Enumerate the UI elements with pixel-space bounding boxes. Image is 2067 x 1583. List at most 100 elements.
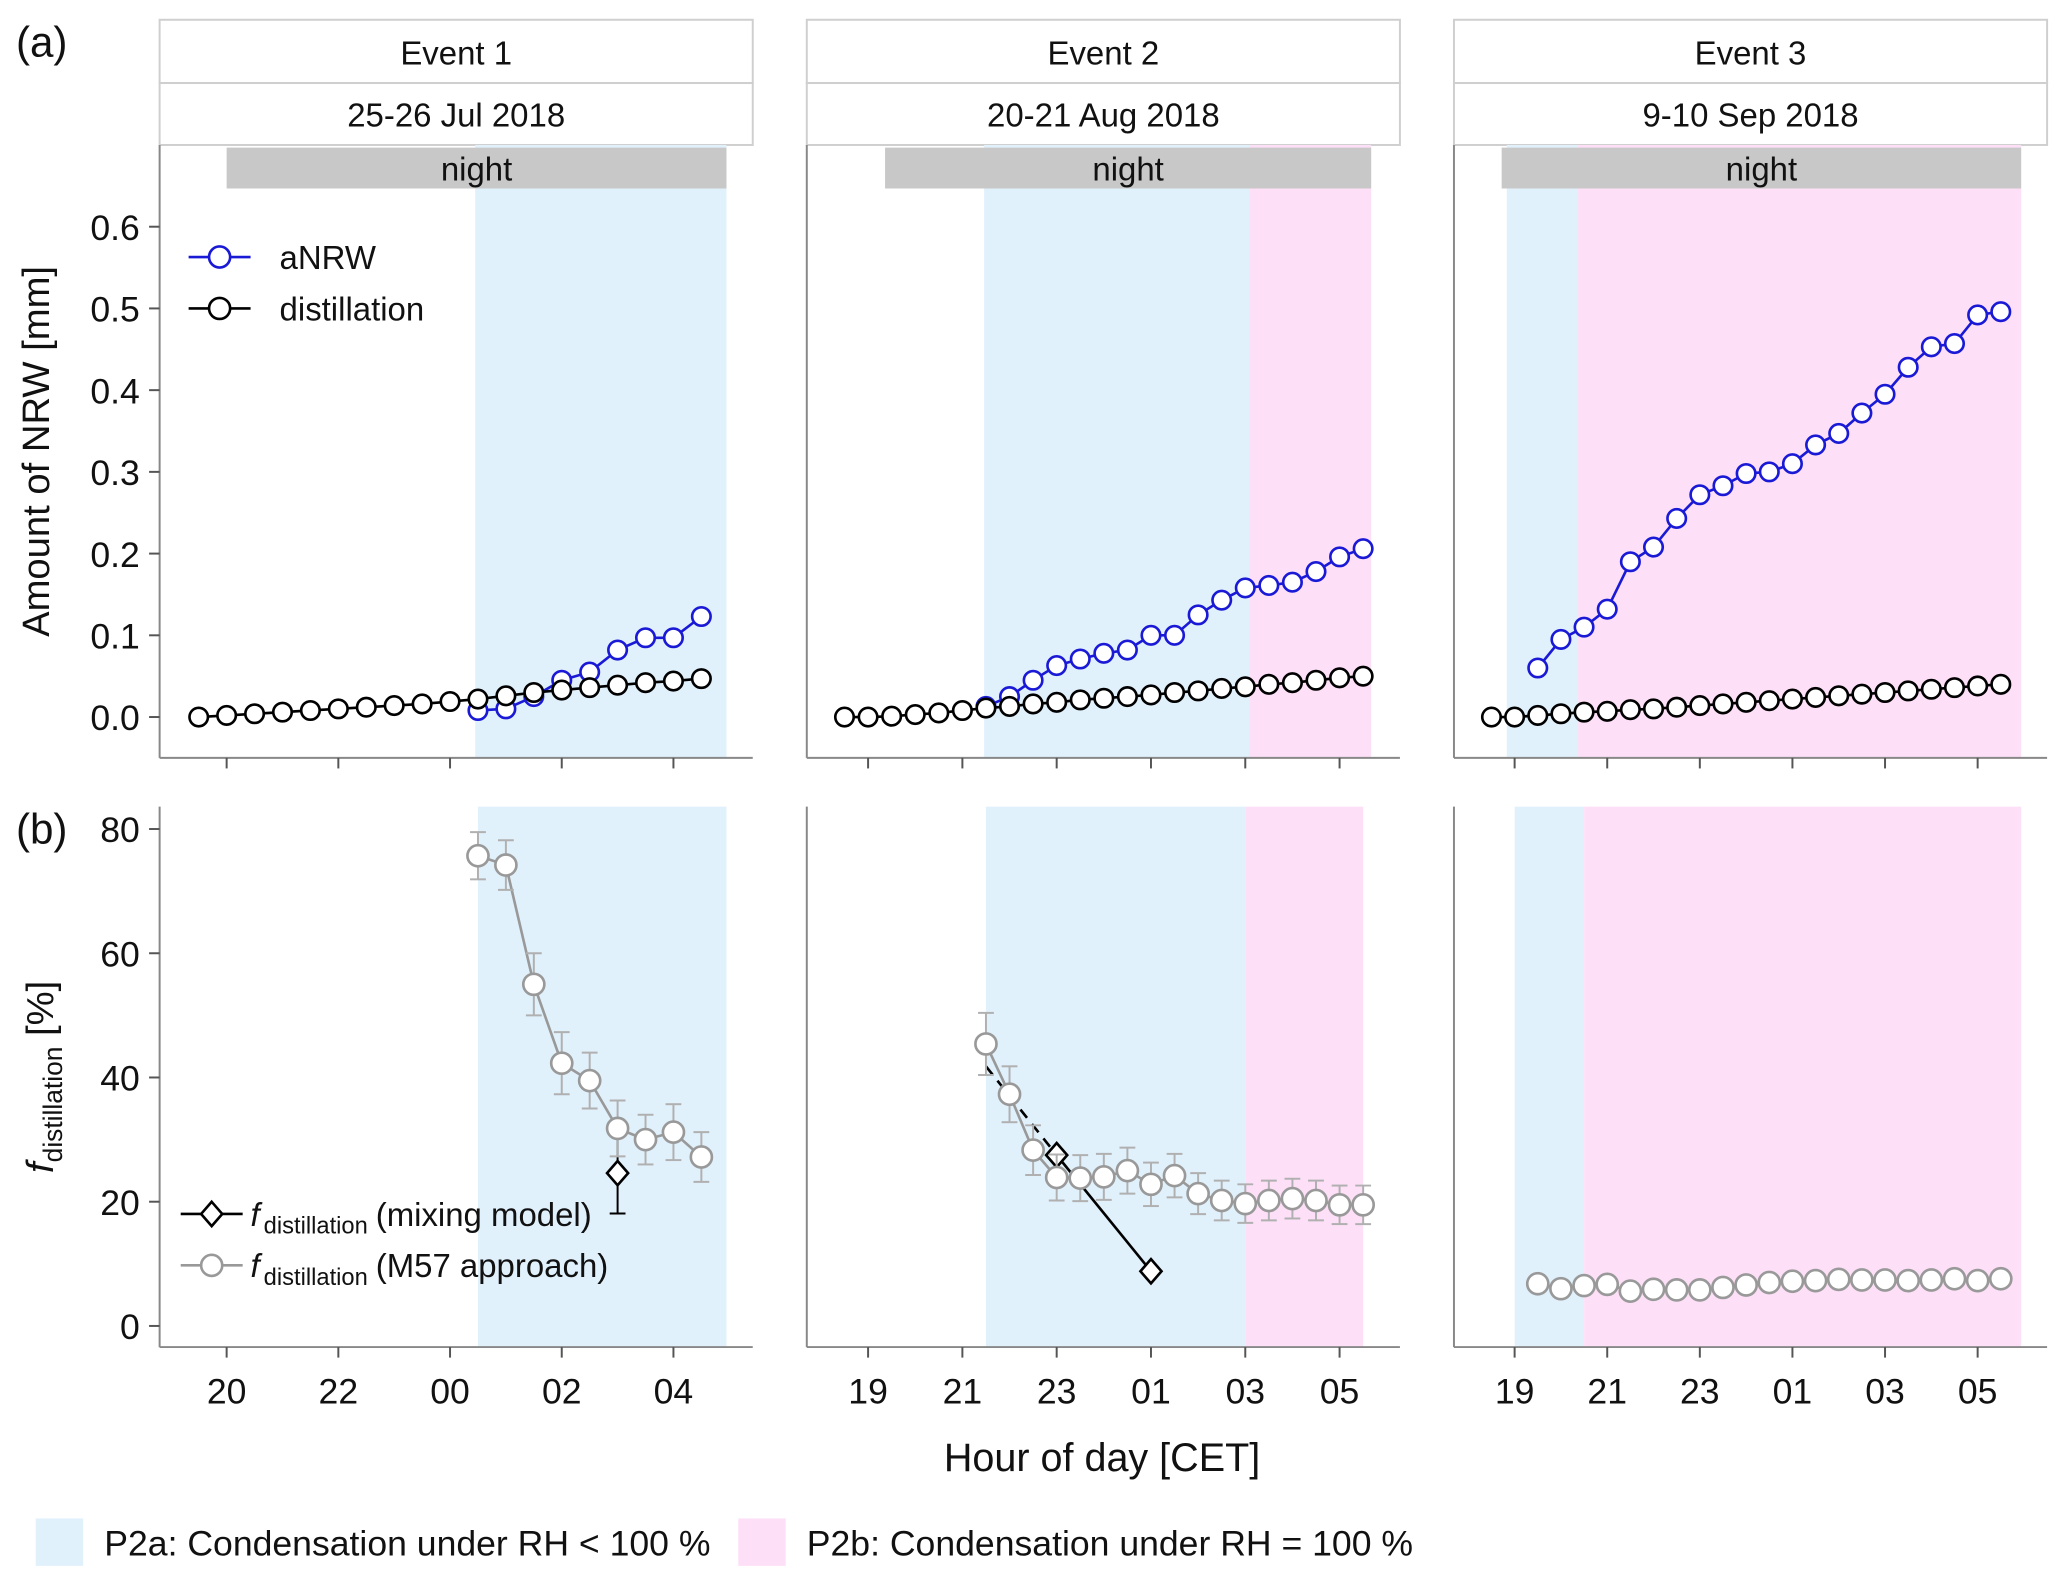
marker	[1256, 1188, 1281, 1213]
marker	[1757, 1270, 1782, 1295]
marker	[1304, 1188, 1328, 1213]
marker	[327, 698, 349, 720]
marker	[1920, 678, 1942, 700]
marker	[633, 1127, 658, 1152]
y-axis-title: fdistillation [%]	[19, 981, 68, 1173]
marker	[1211, 589, 1233, 611]
marker	[1828, 422, 1850, 445]
legend-swatch	[35, 1518, 84, 1566]
legend-name: (M57 approach)	[376, 1247, 609, 1284]
marker	[1805, 686, 1827, 708]
marker	[1352, 538, 1374, 560]
marker	[1803, 1268, 1828, 1293]
marker	[188, 706, 210, 728]
marker	[1115, 1158, 1140, 1183]
night-label: night	[1092, 151, 1163, 188]
marker	[1874, 383, 1896, 405]
night-label: night	[1726, 151, 1797, 188]
marker	[1093, 687, 1115, 709]
marker	[495, 685, 517, 707]
marker	[997, 1082, 1022, 1107]
marker	[881, 705, 903, 727]
event-title: Event 2	[1048, 35, 1160, 72]
event-title: Event 3	[1695, 35, 1807, 72]
marker	[1116, 686, 1138, 708]
marker	[1069, 648, 1091, 670]
marker	[1596, 700, 1618, 722]
legend-subscript: distillation	[264, 1214, 368, 1240]
marker	[1873, 1268, 1897, 1292]
marker	[1642, 698, 1665, 720]
legend-name: aNRW	[280, 239, 376, 276]
marker	[1689, 484, 1711, 506]
legend-symbol: f	[251, 1196, 263, 1233]
date-title: 20-21 Aug 2018	[987, 97, 1220, 134]
marker	[1619, 551, 1641, 573]
x-tick-label: 00	[430, 1372, 470, 1412]
marker	[1758, 461, 1780, 483]
marker	[1022, 669, 1044, 691]
marker	[1281, 571, 1303, 593]
marker	[1781, 688, 1803, 710]
marker	[1666, 696, 1688, 718]
marker	[1943, 677, 1966, 699]
marker	[1689, 695, 1711, 717]
marker	[1068, 1166, 1093, 1190]
event-title: Event 1	[400, 35, 512, 72]
marker	[690, 668, 712, 690]
marker	[1943, 333, 1966, 355]
marker	[1990, 301, 2012, 323]
y-tick-label: 0.2	[90, 535, 139, 575]
marker	[1826, 1267, 1851, 1292]
marker	[1642, 536, 1665, 558]
marker	[1967, 304, 1989, 326]
marker	[634, 672, 657, 694]
header-box	[805, 18, 1401, 85]
marker	[1780, 1269, 1805, 1294]
marker	[1305, 669, 1327, 691]
y-tick-label: 0.0	[90, 698, 139, 738]
marker	[1233, 1191, 1258, 1216]
marker	[466, 843, 490, 868]
y-tick-label: 80	[100, 810, 140, 850]
marker	[662, 627, 684, 649]
marker	[1116, 639, 1138, 661]
marker	[1139, 1172, 1163, 1197]
y-axis-unit: [%]	[19, 981, 62, 1047]
marker	[1712, 693, 1734, 715]
marker	[523, 681, 545, 704]
legend-marker	[207, 245, 232, 269]
y-tick-label: 20	[100, 1183, 140, 1223]
marker	[1022, 693, 1044, 715]
x-tick-label: 23	[1037, 1372, 1077, 1412]
legend-symbol: f	[251, 1247, 263, 1284]
y-tick-label: 40	[100, 1059, 140, 1099]
marker	[951, 699, 973, 722]
marker	[690, 605, 712, 628]
marker	[634, 627, 657, 649]
marker	[1781, 453, 1803, 475]
marker	[1093, 642, 1115, 664]
night-label: night	[441, 151, 512, 188]
marker	[661, 1120, 686, 1145]
night-bar	[226, 147, 727, 189]
period-shading	[477, 806, 727, 1348]
marker	[1851, 683, 1873, 705]
y-tick-label: 0.1	[90, 616, 139, 656]
marker	[577, 1068, 602, 1093]
x-tick-label: 19	[1495, 1372, 1535, 1412]
x-axis-title: Hour of day [CET]	[944, 1436, 1260, 1480]
legend-label: P2a: Condensation under RH < 100 %	[104, 1523, 710, 1563]
marker	[271, 701, 294, 723]
y-tick-label: 0	[120, 1307, 140, 1347]
period-shading	[984, 144, 1250, 758]
marker	[1186, 1181, 1210, 1206]
marker	[1046, 655, 1068, 677]
marker	[1187, 680, 1209, 702]
marker	[383, 695, 405, 717]
marker	[904, 704, 926, 726]
marker	[1140, 684, 1162, 706]
y-axis-symbol: f	[19, 1159, 62, 1173]
y-tick-label: 0.5	[90, 290, 139, 330]
marker	[1595, 1272, 1620, 1297]
